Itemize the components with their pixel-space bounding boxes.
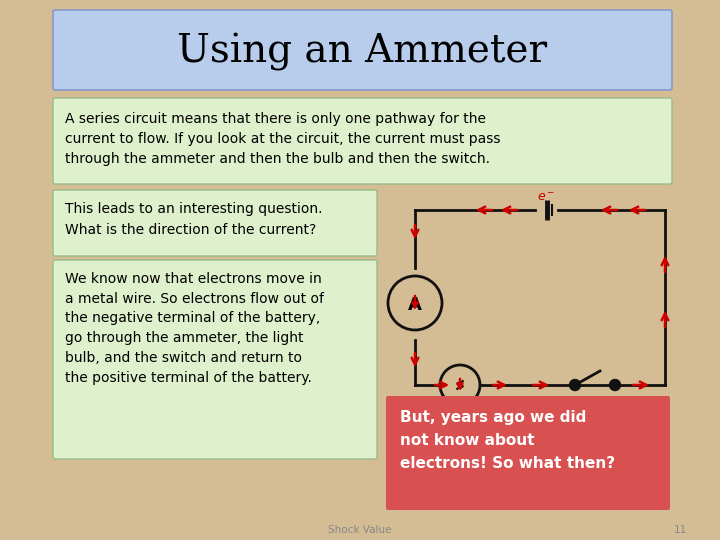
Circle shape [610, 380, 621, 390]
Text: This leads to an interesting question.
What is the direction of the current?: This leads to an interesting question. W… [65, 202, 323, 237]
FancyBboxPatch shape [386, 396, 670, 510]
Circle shape [388, 276, 442, 330]
Text: We know now that electrons move in
a metal wire. So electrons flow out of
the ne: We know now that electrons move in a met… [65, 272, 324, 384]
Circle shape [440, 365, 480, 405]
Text: $e^-$: $e^-$ [537, 191, 555, 204]
Text: A series circuit means that there is only one pathway for the
current to flow. I: A series circuit means that there is onl… [65, 112, 500, 166]
Text: Shock Value: Shock Value [328, 525, 392, 535]
FancyBboxPatch shape [53, 10, 672, 90]
FancyBboxPatch shape [53, 260, 377, 459]
FancyBboxPatch shape [53, 98, 672, 184]
Text: A: A [408, 296, 422, 314]
Circle shape [570, 380, 580, 390]
FancyBboxPatch shape [53, 190, 377, 256]
Text: 11: 11 [673, 525, 687, 535]
Text: Using an Ammeter: Using an Ammeter [177, 33, 547, 71]
Text: But, years ago we did
not know about
electrons! So what then?: But, years ago we did not know about ele… [400, 410, 615, 470]
